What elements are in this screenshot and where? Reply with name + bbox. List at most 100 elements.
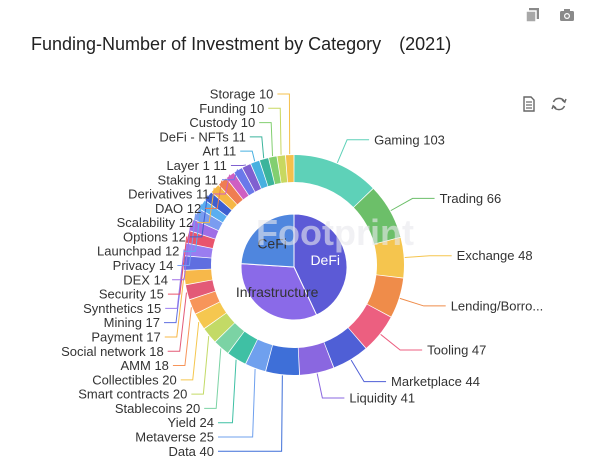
ring-label-data: Data 40 bbox=[168, 444, 214, 459]
ring-slice-staking[interactable] bbox=[234, 168, 255, 196]
ring-slice-metaverse[interactable] bbox=[246, 339, 273, 372]
inner-slice-infrastructure[interactable] bbox=[240, 263, 318, 321]
ring-slice-smart-contracts[interactable] bbox=[204, 313, 235, 342]
ring-label-launchpad: Launchpad 12 bbox=[97, 244, 179, 259]
copy-icon[interactable] bbox=[524, 6, 542, 24]
ring-label-metaverse: Metaverse 25 bbox=[135, 430, 214, 445]
ring-slice-data[interactable] bbox=[266, 345, 300, 375]
ring-slice-tooling[interactable] bbox=[348, 304, 391, 348]
top-icon-bar bbox=[524, 6, 576, 24]
ring-slice-options[interactable] bbox=[205, 192, 232, 216]
ring-label-payment: Payment 17 bbox=[91, 329, 160, 344]
ring-label-derivatives: Derivatives 11 bbox=[128, 187, 209, 202]
leader-launchpad bbox=[183, 203, 202, 252]
ring-slice-yield[interactable] bbox=[228, 331, 258, 364]
leader-derivatives bbox=[213, 174, 231, 195]
ring-label-security: Security 15 bbox=[99, 287, 164, 302]
leader-staking bbox=[222, 169, 239, 181]
leader-metaverse bbox=[218, 368, 256, 438]
ring-label-exchange: Exchange 48 bbox=[457, 248, 533, 263]
ring-label-liquidity: Liquidity 41 bbox=[349, 391, 415, 406]
ring-slice-storage[interactable] bbox=[285, 155, 294, 183]
ring-label-gaming: Gaming 103 bbox=[374, 132, 445, 147]
ring-label-amm: AMM 18 bbox=[121, 358, 169, 373]
chart-toolbox bbox=[520, 95, 568, 113]
inner-slice-defi[interactable] bbox=[293, 213, 348, 316]
ring-slice-scalability[interactable] bbox=[211, 185, 237, 210]
ring-label-stablecoins: Stablecoins 20 bbox=[115, 401, 200, 416]
leader-liquidity bbox=[316, 373, 345, 399]
ring-slice-marketplace[interactable] bbox=[324, 328, 366, 368]
ring-slice-stablecoins[interactable] bbox=[215, 323, 245, 353]
leader-exchange bbox=[404, 255, 452, 258]
leader-privacy bbox=[177, 213, 197, 266]
ring-label-social-network: Social network 18 bbox=[61, 344, 164, 359]
leader-synthetics bbox=[165, 249, 185, 309]
leader-layer-1 bbox=[230, 164, 247, 166]
label-leaders bbox=[164, 93, 452, 452]
ring-slice-dex[interactable] bbox=[189, 219, 219, 239]
leader-tooling bbox=[380, 334, 423, 351]
ring-label-tooling: Tooling 47 bbox=[427, 343, 486, 358]
leader-art bbox=[240, 150, 256, 162]
ring-slice-mining[interactable] bbox=[184, 256, 212, 270]
ring-label-privacy: Privacy 14 bbox=[113, 258, 174, 273]
ring-label-yield: Yield 24 bbox=[168, 415, 215, 430]
leader-mining bbox=[164, 262, 184, 324]
leader-lending-borro bbox=[399, 297, 446, 307]
leader-dex bbox=[172, 224, 192, 281]
leader-yield bbox=[218, 359, 237, 424]
ring-slice-gaming[interactable] bbox=[294, 155, 373, 208]
leader-smart-contracts bbox=[191, 336, 210, 395]
leader-data bbox=[218, 375, 283, 452]
inner-pie bbox=[240, 213, 348, 321]
page-title: Funding-Number of Investment by Category… bbox=[31, 34, 452, 54]
ring-slice-funding[interactable] bbox=[277, 155, 288, 183]
leader-social-network bbox=[167, 292, 187, 352]
inner-labels: DeFi Infrastructure CeFi bbox=[236, 236, 340, 300]
ring-slice-trading[interactable] bbox=[353, 188, 401, 244]
ring-label-staking: Staking 11 bbox=[158, 172, 218, 187]
leader-defi-nfts bbox=[249, 136, 265, 159]
ring-label-art: Art 11 bbox=[202, 144, 236, 159]
ring-label-collectibles: Collectibles 20 bbox=[92, 372, 177, 387]
leader-collectibles bbox=[180, 321, 200, 381]
watermark: Footprint bbox=[256, 212, 414, 253]
ring-slice-exchange[interactable] bbox=[374, 237, 404, 278]
ring-slice-amm[interactable] bbox=[189, 291, 220, 314]
ring-label-layer-1: Layer 1 11 bbox=[166, 158, 226, 173]
ring-slice-collectibles[interactable] bbox=[195, 302, 227, 329]
ring-slice-social-network[interactable] bbox=[185, 280, 216, 300]
leader-storage bbox=[277, 93, 291, 155]
leader-options bbox=[189, 195, 208, 238]
ring-label-custody: Custody 10 bbox=[189, 115, 255, 130]
ring-slice-defi-nfts[interactable] bbox=[259, 158, 275, 187]
data-view-icon[interactable] bbox=[520, 95, 538, 113]
ring-label-funding: Funding 10 bbox=[199, 101, 264, 116]
ring-slice-art[interactable] bbox=[251, 160, 268, 189]
ring-label-storage: Storage 10 bbox=[210, 87, 274, 102]
ring-label-dex: DEX 14 bbox=[123, 272, 168, 287]
ring-slice-layer-1[interactable] bbox=[242, 164, 262, 192]
ring-label-options: Options 12 bbox=[123, 229, 186, 244]
ring-label-scalability: Scalability 12 bbox=[117, 215, 194, 230]
ring-label-dao: DAO 12 bbox=[155, 201, 201, 216]
inner-slice-cefi[interactable] bbox=[240, 213, 295, 268]
camera-icon[interactable] bbox=[558, 6, 576, 24]
ring-slice-custody[interactable] bbox=[268, 156, 281, 185]
ring-slice-payment[interactable] bbox=[184, 269, 213, 285]
leader-dao bbox=[205, 180, 223, 209]
ring-slice-lending-borro[interactable] bbox=[367, 275, 404, 317]
ring-slice-dao[interactable] bbox=[218, 178, 243, 205]
ring-slice-liquidity[interactable] bbox=[298, 342, 334, 375]
inner-label-infrastructure: Infrastructure bbox=[236, 284, 319, 300]
inner-label-cefi: CeFi bbox=[257, 236, 287, 252]
ring-label-synthetics: Synthetics 15 bbox=[83, 301, 161, 316]
leader-payment bbox=[164, 277, 185, 338]
ring-label-marketplace: Marketplace 44 bbox=[391, 374, 480, 389]
ring-label-smart-contracts: Smart contracts 20 bbox=[78, 387, 187, 402]
ring-slice-privacy[interactable] bbox=[194, 209, 223, 231]
leader-funding bbox=[268, 107, 282, 155]
refresh-icon[interactable] bbox=[550, 95, 568, 113]
